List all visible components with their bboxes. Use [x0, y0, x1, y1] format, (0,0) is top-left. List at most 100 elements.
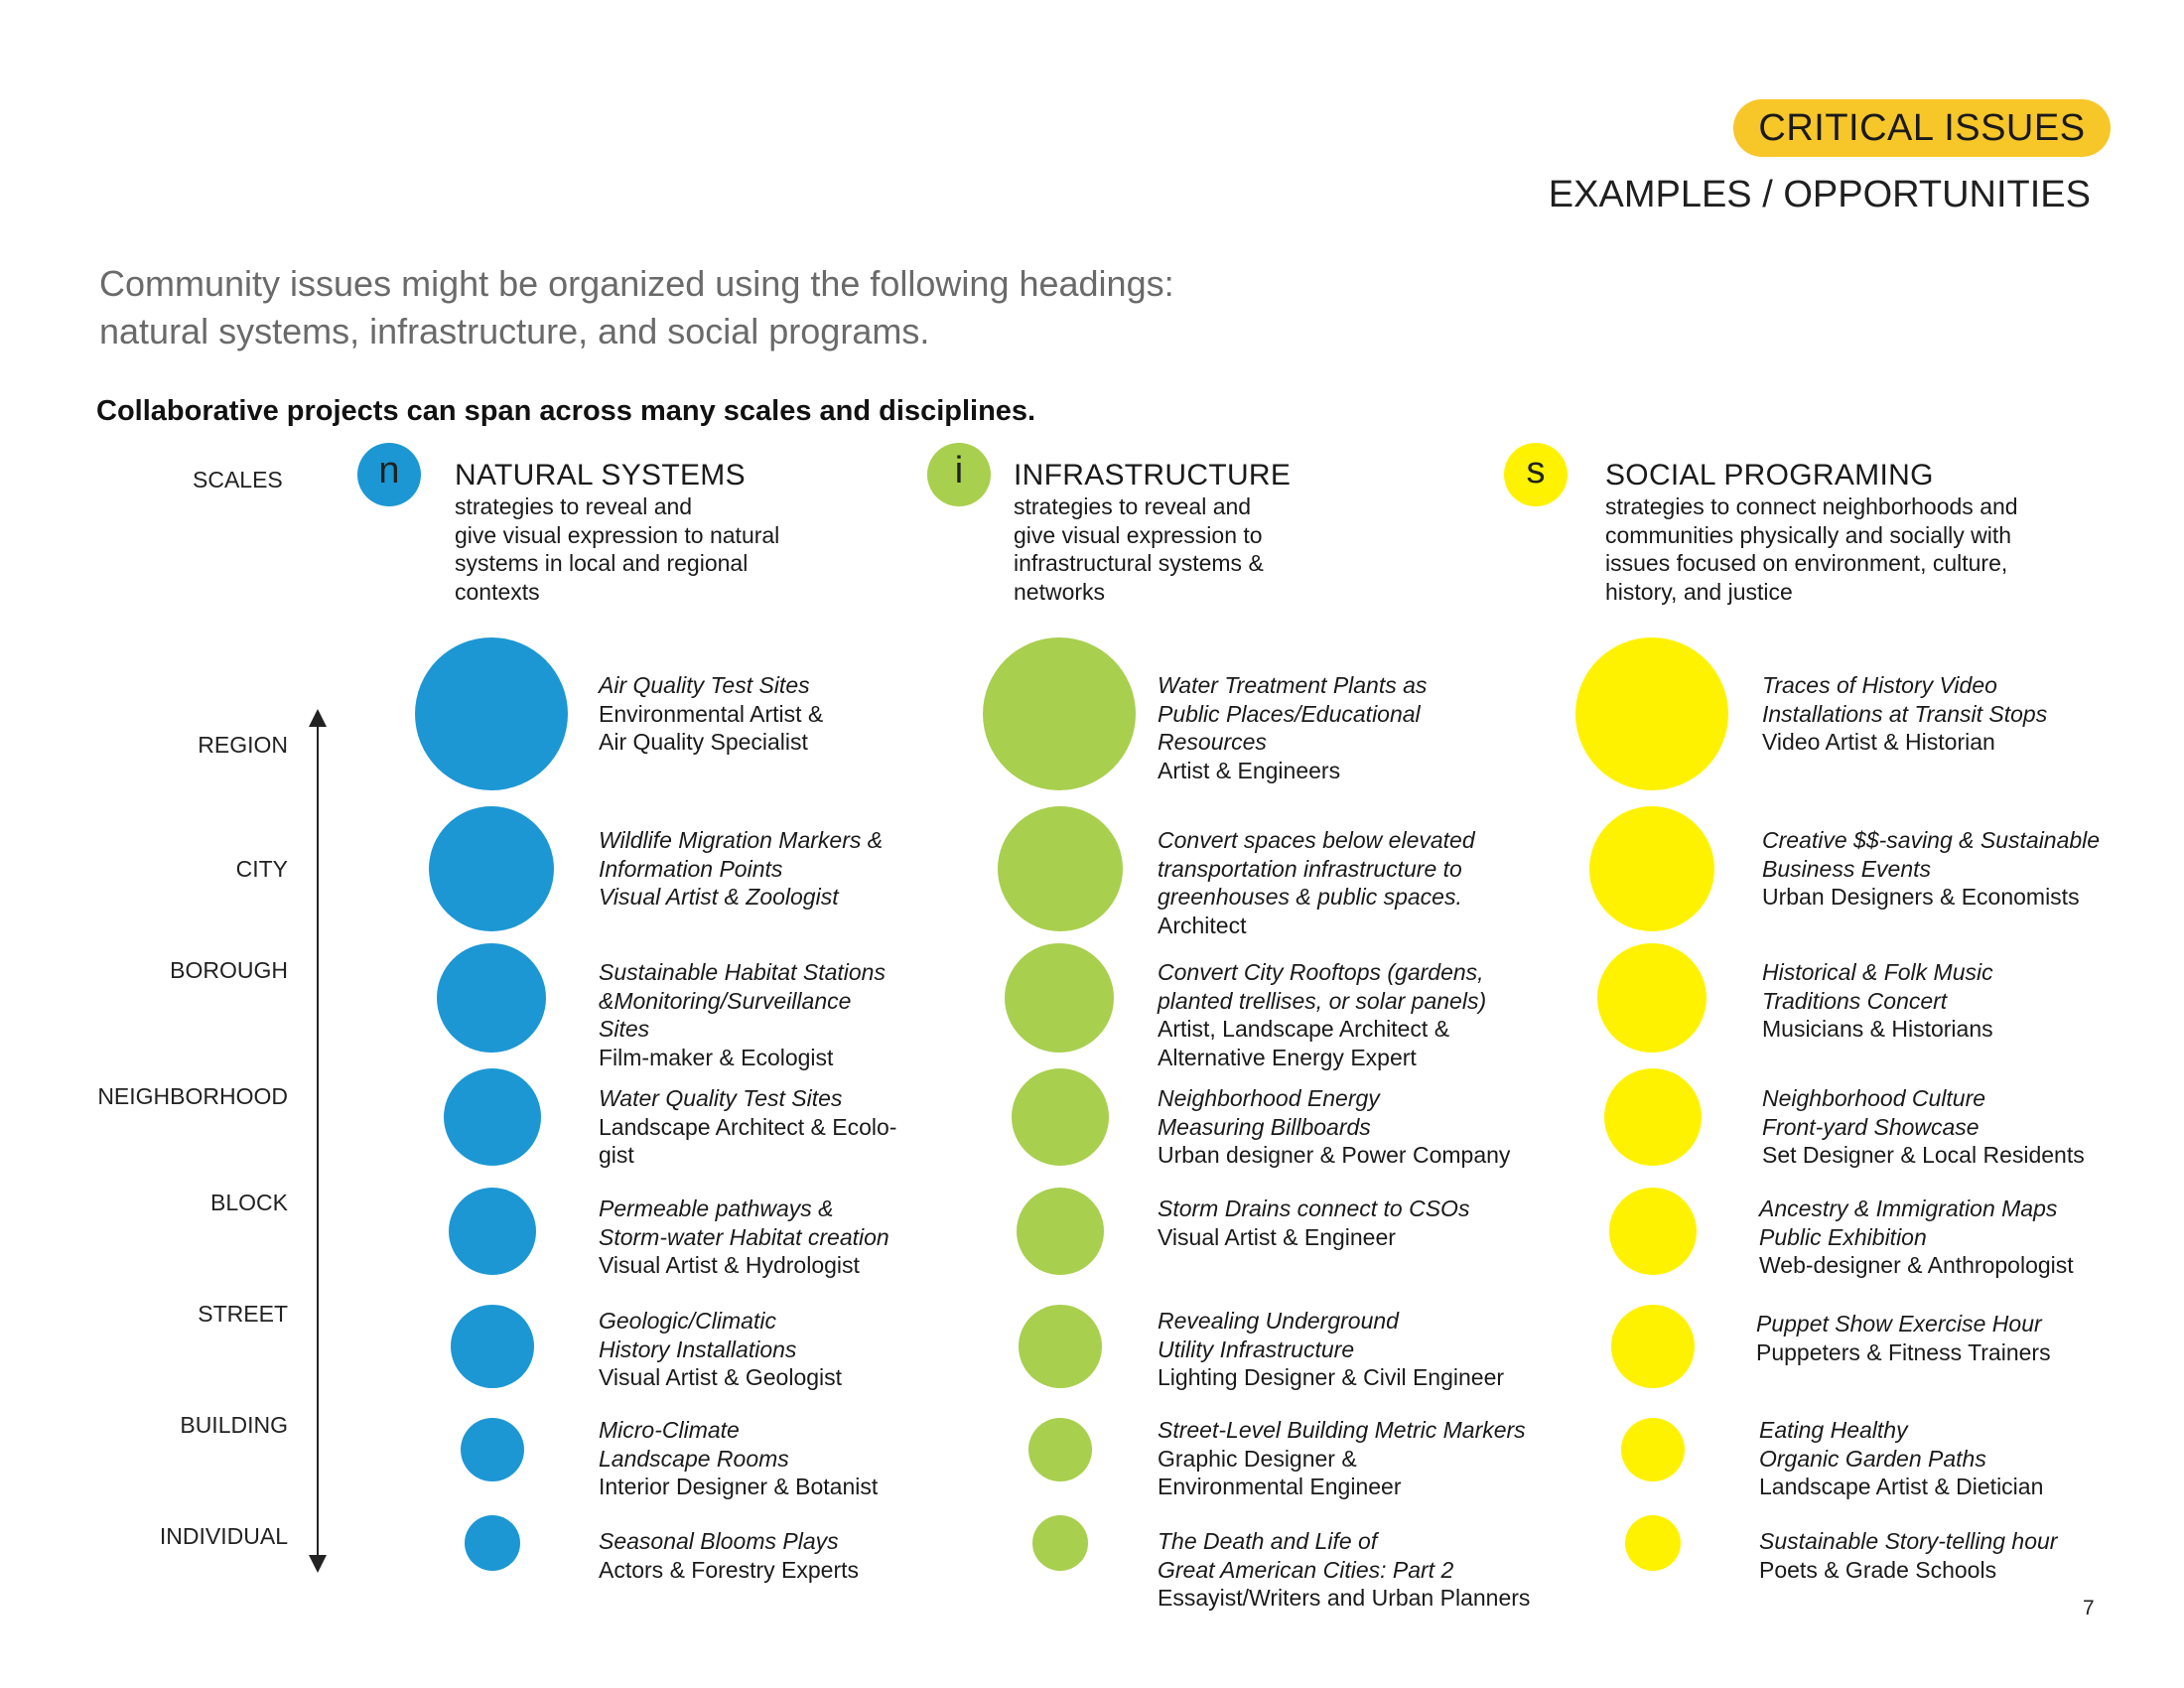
natural-item-text: Permeable pathways & Storm-water Habitat …: [599, 1195, 889, 1280]
example-title-line: Wildlife Migration Markers &: [599, 827, 884, 853]
infrastructure-circle-region: [983, 637, 1136, 790]
example-title-line: Water Quality Test Sites: [599, 1085, 843, 1111]
natural-item-text: Wildlife Migration Markers & Information …: [599, 826, 883, 912]
intro-line-2: natural systems, infrastructure, and soc…: [99, 311, 930, 352]
intro-line-1: Community issues might be organized usin…: [99, 263, 1174, 304]
example-title-line: Organic Garden Paths: [1759, 1445, 1986, 1472]
arrow-down-icon: [309, 1555, 327, 1573]
social-desc-line: strategies to connect neighborhoods and: [1605, 493, 2018, 519]
natural-desc-line: contexts: [455, 578, 540, 605]
example-title-line: Ancestry & Immigration Maps: [1759, 1196, 2058, 1221]
arrow-up-icon: [309, 709, 327, 727]
natural-letter-circle: n: [357, 443, 421, 506]
social-item-text: Ancestry & Immigration Maps Public Exhibi…: [1759, 1195, 2074, 1280]
scale-label-neighborhood: NEIGHBORHOOD: [97, 1083, 288, 1109]
social-circle-building: [1621, 1418, 1685, 1481]
social-item-text: Traces of History Video Installations at …: [1762, 671, 2047, 757]
natural-desc-line: give visual expression to natural: [455, 521, 780, 548]
example-title-line: Air Quality Test Sites: [599, 672, 810, 698]
example-collaborators-line: Air Quality Specialist: [599, 729, 808, 756]
example-title-line: Water Treatment Plants as: [1158, 672, 1428, 698]
example-title-line: Public Exhibition: [1759, 1223, 1927, 1250]
social-item-text: Historical & Folk Music Traditions Concer…: [1762, 958, 1993, 1044]
social-item-text: Sustainable Story-telling hour Poets & Gr…: [1759, 1527, 2057, 1584]
infrastructure-item-text: Convert spaces below elevated transportat…: [1158, 826, 1475, 939]
critical-issues-badge: CRITICAL ISSUES: [1733, 99, 2111, 157]
example-title-line: Permeable pathways &: [599, 1196, 834, 1221]
example-collaborators-line: Video Artist & Historian: [1762, 729, 1995, 756]
example-collaborators-line: Graphic Designer &: [1158, 1445, 1357, 1472]
natural-desc-line: systems in local and regional: [455, 550, 749, 576]
example-collaborators-line: Environmental Artist &: [599, 700, 824, 727]
natural-description: strategies to reveal and give visual exp…: [455, 492, 779, 606]
scale-axis-line: [317, 723, 319, 1557]
example-title-line: Sustainable Habitat Stations: [599, 959, 886, 985]
infrastructure-item-text: Street-Level Building Metric Markers Grap…: [1158, 1416, 1526, 1501]
example-collaborators-line: Artist, Landscape Architect &: [1158, 1016, 1450, 1043]
example-title-line: The Death and Life of: [1158, 1528, 1378, 1554]
example-title-line: Front-yard Showcase: [1762, 1113, 1979, 1140]
infrastructure-item-text: Convert City Rooftops (gardens, planted t…: [1158, 958, 1486, 1071]
example-collaborators-line: Urban designer & Power Company: [1158, 1142, 1511, 1169]
example-title-line: Landscape Rooms: [599, 1445, 789, 1472]
example-collaborators-line: Actors & Forestry Experts: [599, 1556, 860, 1583]
example-collaborators-line: Puppeters & Fitness Trainers: [1756, 1338, 2051, 1365]
scale-label-block: BLOCK: [210, 1190, 288, 1215]
infrastructure-description: strategies to reveal and give visual exp…: [1014, 492, 1264, 606]
example-title-line: Neighborhood Culture: [1762, 1085, 1986, 1111]
example-collaborators-line: Film-maker & Ecologist: [599, 1044, 834, 1070]
social-description: strategies to connect neighborhoods and …: [1605, 492, 2018, 606]
example-title-line: Eating Healthy: [1759, 1417, 1908, 1443]
example-collaborators-line: Web-designer & Anthropologist: [1759, 1252, 2074, 1279]
example-title-line: Micro-Climate: [599, 1417, 740, 1443]
example-title-line: Traditions Concert: [1762, 987, 1948, 1014]
example-collaborators-line: Visual Artist & Engineer: [1158, 1223, 1396, 1250]
scales-heading: SCALES: [193, 467, 283, 492]
scale-label-borough: BOROUGH: [170, 957, 288, 983]
example-title-line: planted trellises, or solar panels): [1158, 987, 1487, 1014]
scale-label-city: CITY: [235, 856, 288, 882]
natural-item-text: Micro-Climate Landscape Rooms Interior Des…: [599, 1416, 878, 1501]
natural-title: NATURAL SYSTEMS: [455, 459, 746, 492]
social-desc-line: history, and justice: [1605, 578, 1793, 605]
example-title-line: Storm Drains connect to CSOs: [1158, 1196, 1470, 1221]
infrastructure-circle-building: [1028, 1418, 1092, 1481]
social-circle-borough: [1597, 943, 1706, 1053]
scale-label-region: REGION: [198, 732, 288, 758]
natural-circle-individual: [465, 1515, 520, 1571]
social-circle-region: [1575, 637, 1728, 790]
example-collaborators-line: Essayist/Writers and Urban Planners: [1158, 1585, 1531, 1612]
example-title-line: Geologic/Climatic: [599, 1308, 776, 1334]
infrastructure-circle-street: [1019, 1305, 1102, 1388]
example-title-line: Installations at Transit Stops: [1762, 700, 2048, 727]
example-title-line: Puppet Show Exercise Hour: [1756, 1311, 2042, 1336]
example-collaborators-line: Alternative Energy Expert: [1158, 1044, 1417, 1070]
example-collaborators-line: Landscape Architect & Ecolo-: [599, 1113, 897, 1140]
scale-label-individual: INDIVIDUAL: [159, 1523, 288, 1549]
social-desc-line: issues focused on environment, culture,: [1605, 550, 2008, 576]
infrastructure-item-text: Water Treatment Plants as Public Places/E…: [1158, 671, 1427, 784]
natural-circle-street: [451, 1305, 534, 1388]
social-item-text: Eating Healthy Organic Garden Paths Landsc…: [1759, 1416, 2043, 1501]
example-title-line: Street-Level Building Metric Markers: [1158, 1417, 1526, 1443]
example-collaborators-line: Landscape Artist & Dietician: [1759, 1474, 2044, 1500]
example-title-line: Convert spaces below elevated: [1158, 827, 1475, 853]
social-circle-city: [1589, 806, 1714, 931]
social-desc-line: communities physically and socially with: [1605, 521, 2012, 548]
example-collaborators-line: Environmental Engineer: [1158, 1474, 1402, 1500]
example-title-line: Information Points: [599, 855, 783, 882]
natural-circle-block: [449, 1188, 536, 1275]
example-collaborators-line: Visual Artist & Hydrologist: [599, 1252, 860, 1279]
natural-desc-line: strategies to reveal and: [455, 493, 693, 519]
social-circle-individual: [1625, 1515, 1681, 1571]
infrastructure-circle-city: [998, 806, 1123, 931]
example-title-line: transportation infrastructure to: [1158, 855, 1462, 882]
scale-label-street: STREET: [198, 1301, 288, 1327]
example-title-line: Resources: [1158, 729, 1267, 756]
natural-item-text: Seasonal Blooms Plays Actors & Forestry E…: [599, 1527, 859, 1584]
example-collaborators-line: Artist & Engineers: [1158, 757, 1341, 783]
example-title-line: Convert City Rooftops (gardens,: [1158, 959, 1484, 985]
example-collaborators-line: gist: [599, 1142, 634, 1169]
example-title-line: Business Events: [1762, 855, 1932, 882]
example-title-line: Traces of History Video: [1762, 672, 1997, 698]
